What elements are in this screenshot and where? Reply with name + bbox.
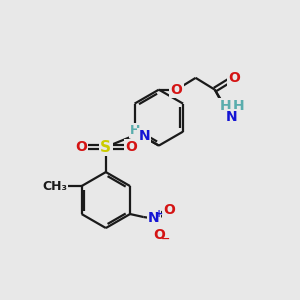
Text: −: − (161, 234, 170, 244)
Text: H: H (232, 99, 244, 113)
Text: O: O (228, 71, 240, 85)
Text: O: O (153, 228, 165, 242)
Text: H: H (130, 124, 140, 137)
Text: CH₃: CH₃ (42, 180, 67, 193)
Text: N: N (148, 212, 159, 226)
Text: H: H (219, 99, 231, 113)
Text: O: O (163, 203, 175, 217)
Text: S: S (100, 140, 111, 154)
Text: O: O (125, 140, 137, 154)
Text: N: N (138, 129, 150, 143)
Text: O: O (171, 82, 182, 97)
Text: N: N (226, 110, 237, 124)
Text: +: + (155, 209, 163, 219)
Text: O: O (75, 140, 87, 154)
